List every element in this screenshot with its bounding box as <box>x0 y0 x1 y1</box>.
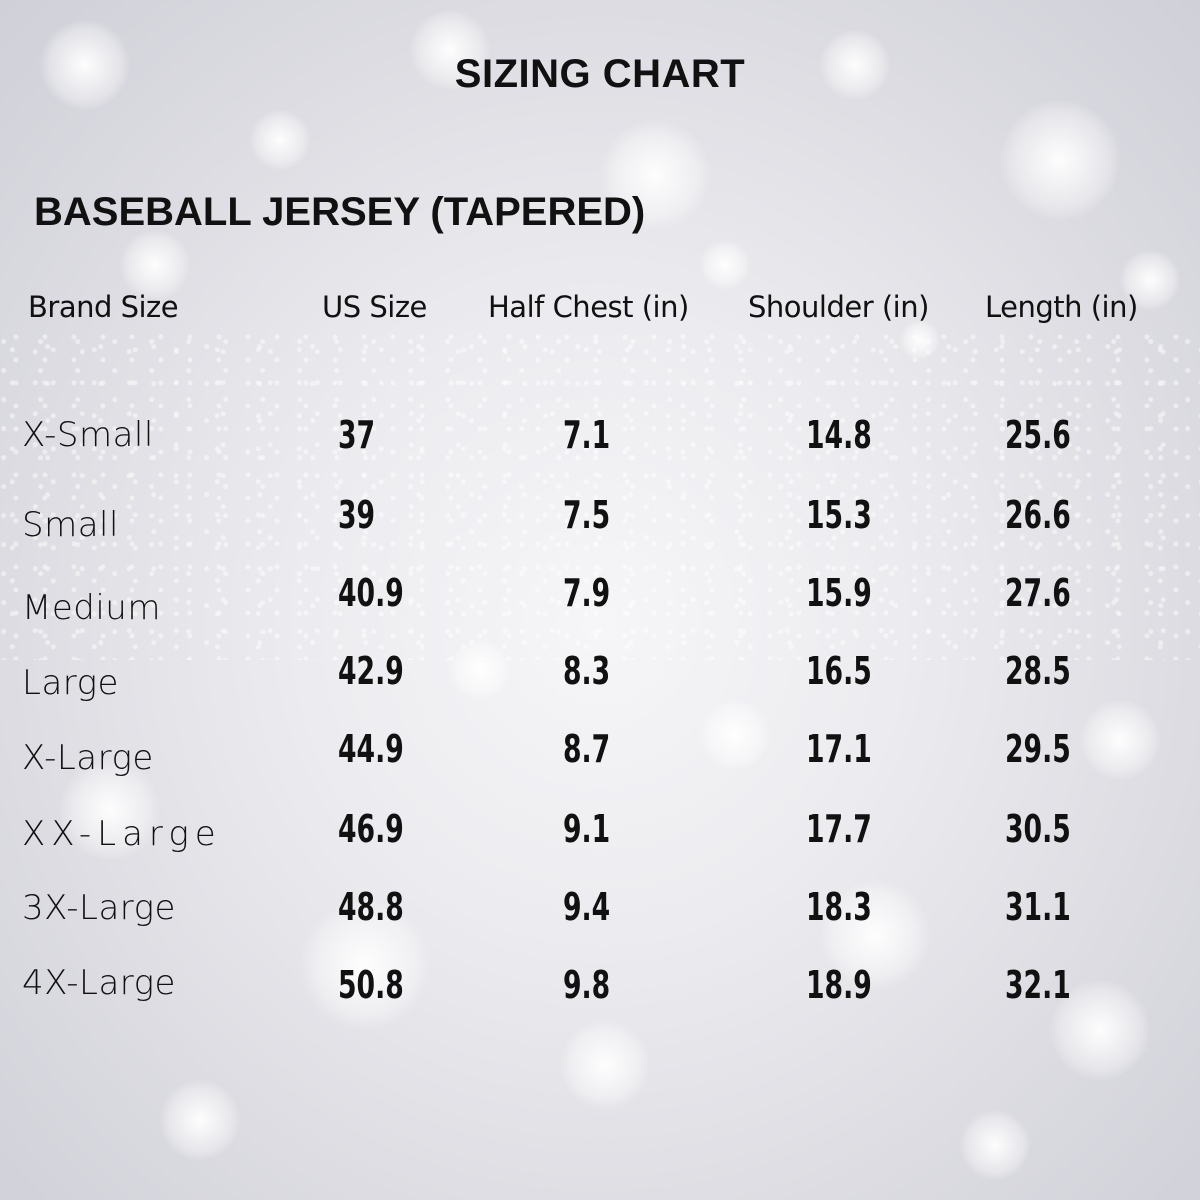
shoulder-cell: 18.9 <box>806 963 872 1007</box>
product-title: BASEBALL JERSEY (TAPERED) <box>34 190 646 234</box>
half-chest-cell: 8.7 <box>563 727 611 771</box>
col-header-shoulder: Shoulder (in) <box>748 290 929 324</box>
col-header-brand-size: Brand Size <box>28 290 179 324</box>
us-size-cell: 50.8 <box>338 963 404 1007</box>
page-title: SIZING CHART <box>454 52 746 96</box>
brand-size-cell: Large <box>22 663 119 703</box>
half-chest-cell: 7.1 <box>563 413 611 457</box>
us-size-cell: 39 <box>338 493 376 537</box>
length-cell: 31.1 <box>1005 885 1071 929</box>
brand-size-cell: 4X-Large <box>22 963 176 1003</box>
us-size-cell: 42.9 <box>338 649 404 693</box>
us-size-cell: 48.8 <box>338 885 404 929</box>
brand-size-cell: X-Small <box>22 415 154 455</box>
half-chest-cell: 7.5 <box>563 493 611 537</box>
shoulder-cell: 15.3 <box>806 493 872 537</box>
col-header-half-chest: Half Chest (in) <box>488 290 689 324</box>
length-cell: 25.6 <box>1005 413 1071 457</box>
brand-size-cell: X-Large <box>22 738 154 778</box>
glitter-band <box>0 330 1200 660</box>
brand-size-cell: Small <box>22 505 119 545</box>
shoulder-cell: 17.7 <box>806 807 872 851</box>
length-cell: 26.6 <box>1005 493 1071 537</box>
half-chest-cell: 9.4 <box>563 885 611 929</box>
col-header-length: Length (in) <box>985 290 1138 324</box>
us-size-cell: 40.9 <box>338 571 404 615</box>
length-cell: 32.1 <box>1005 963 1071 1007</box>
us-size-cell: 46.9 <box>338 807 404 851</box>
length-cell: 30.5 <box>1005 807 1071 851</box>
shoulder-cell: 18.3 <box>806 885 872 929</box>
shoulder-cell: 14.8 <box>806 413 872 457</box>
col-header-us-size: US Size <box>322 290 427 324</box>
length-cell: 27.6 <box>1005 571 1071 615</box>
half-chest-cell: 7.9 <box>563 571 611 615</box>
shoulder-cell: 15.9 <box>806 571 872 615</box>
shoulder-cell: 17.1 <box>806 727 872 771</box>
us-size-cell: 44.9 <box>338 727 404 771</box>
shoulder-cell: 16.5 <box>806 649 872 693</box>
half-chest-cell: 9.1 <box>563 807 611 851</box>
length-cell: 29.5 <box>1005 727 1071 771</box>
half-chest-cell: 8.3 <box>563 649 611 693</box>
us-size-cell: 37 <box>338 413 376 457</box>
length-cell: 28.5 <box>1005 649 1071 693</box>
brand-size-cell: XX-Large <box>22 814 222 854</box>
brand-size-cell: Medium <box>22 588 161 628</box>
half-chest-cell: 9.8 <box>563 963 611 1007</box>
brand-size-cell: 3X-Large <box>22 888 176 928</box>
